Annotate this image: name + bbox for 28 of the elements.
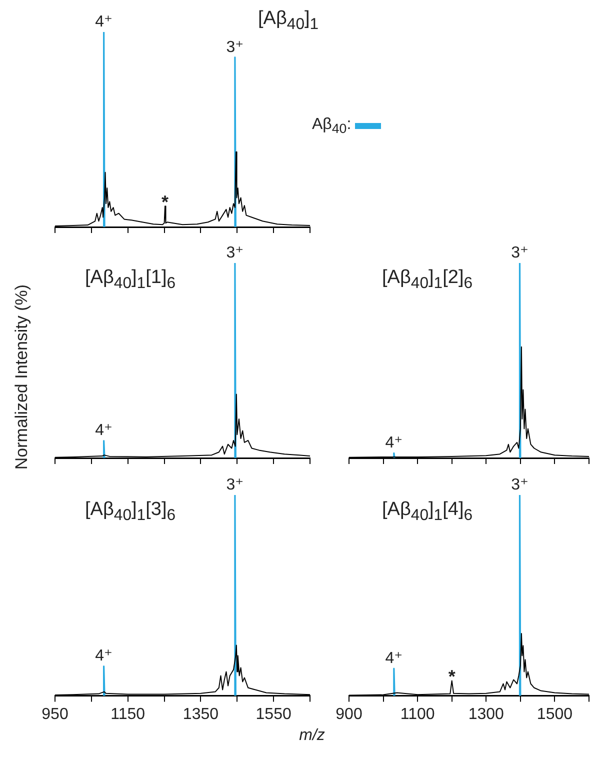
chart-title: [Aβ$_{40}$]$_{1}$[4]$_{6}$	[382, 499, 473, 525]
annotation: *	[448, 666, 456, 687]
x-tick-label: 1100	[400, 706, 435, 723]
annotation: 4⁺	[95, 648, 112, 665]
chart-title: [Aβ$_{40}$]$_{1}$[2]$_{6}$	[382, 267, 473, 293]
x-tick-label: 1500	[536, 706, 573, 723]
chart-title: [Aβ$_{40}$]$_{1}$[1]$_{6}$	[85, 267, 176, 293]
annotation: 4⁺	[95, 13, 112, 30]
annotation: 3⁺	[226, 476, 244, 494]
annotation: *	[162, 192, 169, 212]
chart-title: [Aβ$_{40}$]$_{1}$[3]$_{6}$	[85, 499, 176, 525]
annotation: 4⁺	[385, 650, 403, 667]
annotation: 3⁺	[511, 476, 528, 494]
chart-title: [Aβ$_{40}$]$_{1}$	[258, 8, 319, 34]
x-tick-label: 1350	[182, 706, 219, 723]
x-tick-label: 1550	[256, 706, 292, 723]
x-tick-label: 1150	[110, 706, 146, 723]
annotation: 3⁺	[226, 38, 244, 56]
x-tick-label: 950	[42, 706, 68, 723]
annotation: 3⁺	[511, 244, 528, 262]
annotation: 4⁺	[385, 434, 403, 452]
legend-label: Aβ$_{40}$:	[312, 116, 352, 136]
x-tick-label: 900	[336, 706, 362, 723]
x-tick-label: 1300	[468, 706, 504, 723]
annotation: 3⁺	[226, 244, 244, 262]
x-axis-title: m/z	[298, 727, 326, 745]
annotation: 4⁺	[95, 422, 112, 440]
y-axis-title: Normalized Intensity (%)	[12, 283, 32, 472]
